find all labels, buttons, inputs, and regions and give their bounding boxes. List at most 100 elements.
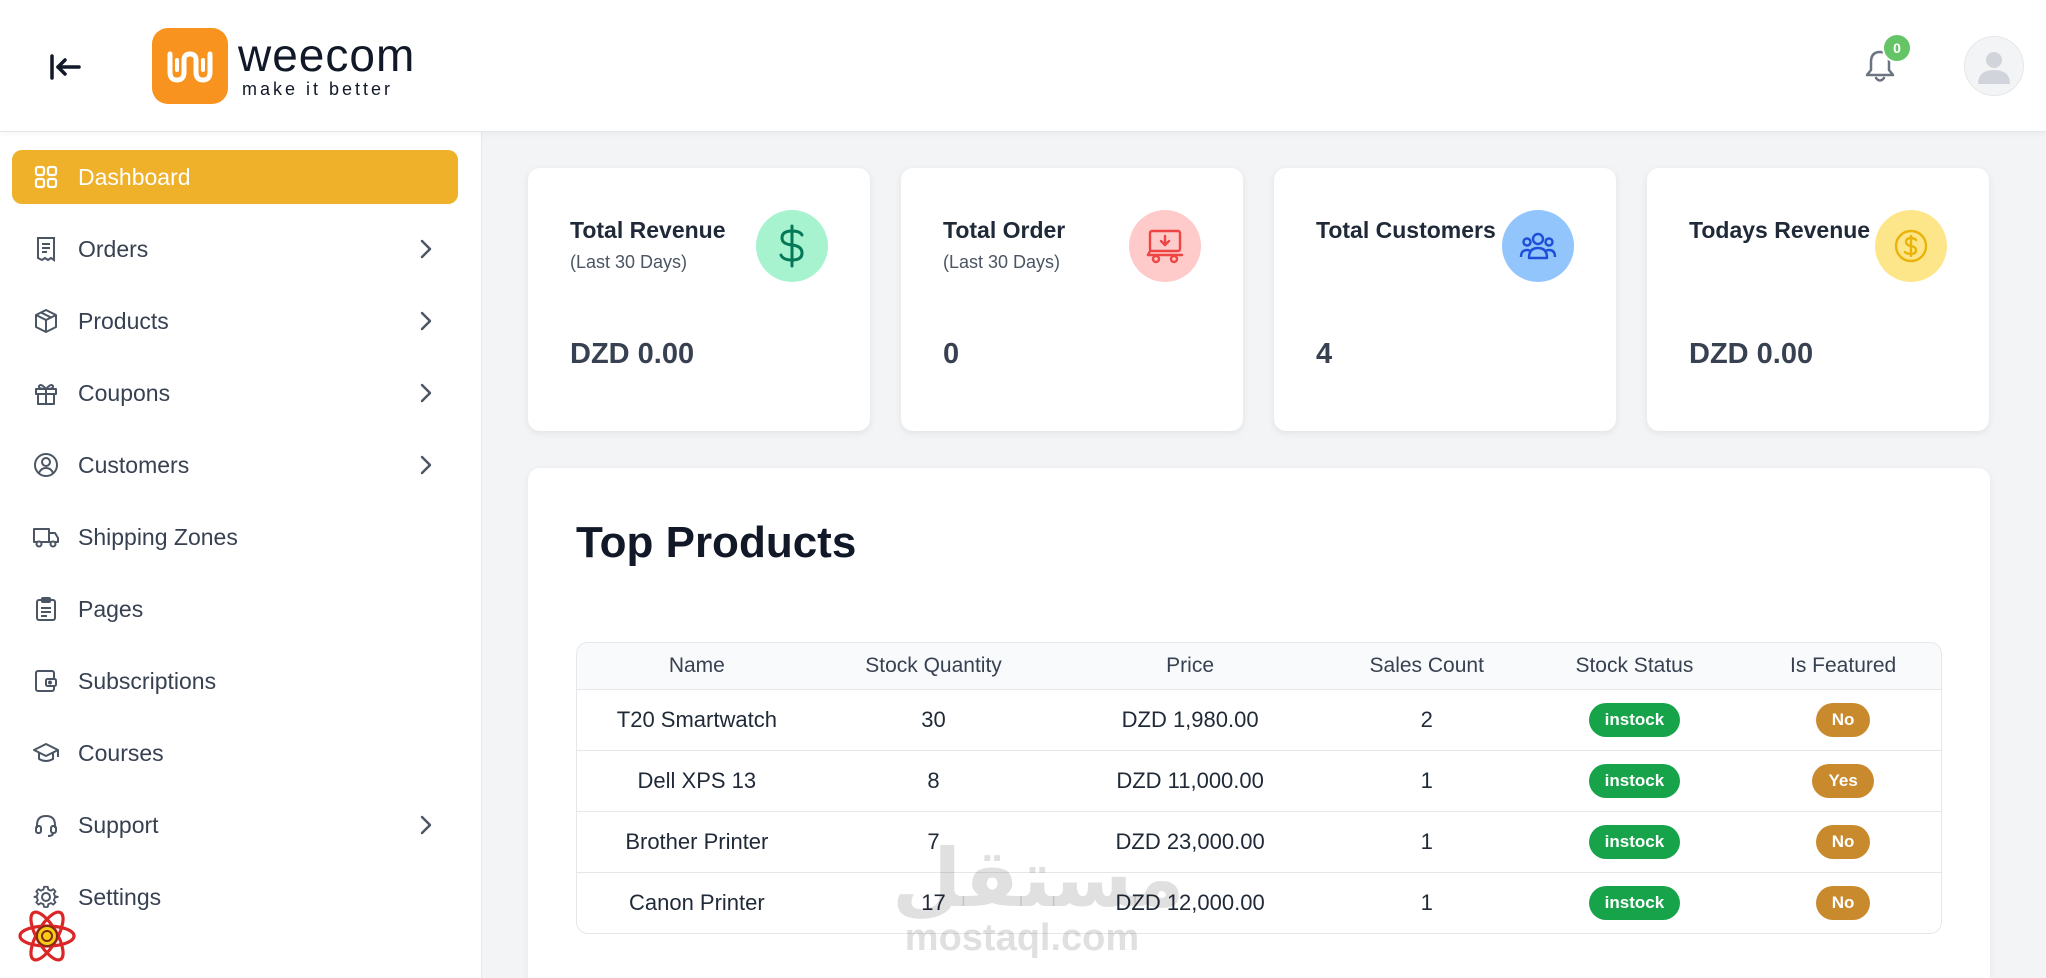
top-products-table: Name Stock Quantity Price Sales Count St… <box>576 642 1942 934</box>
column-header: Stock Status <box>1523 643 1746 690</box>
arrow-left-to-line-icon <box>50 54 81 80</box>
graduation-cap-icon <box>32 739 60 767</box>
stock-status-badge: instock <box>1588 885 1681 920</box>
clipboard-icon <box>32 595 60 623</box>
receipt-icon <box>32 235 60 263</box>
sidebar-item-settings[interactable]: Settings <box>12 870 458 924</box>
user-avatar[interactable] <box>1964 36 2024 96</box>
stat-value: 4 <box>1316 338 1333 370</box>
sidebar-item-label: Courses <box>78 739 164 766</box>
table-row[interactable]: Dell XPS 13 8 DZD 11,000.00 1 instock Ye… <box>577 750 1941 811</box>
chevron-right-icon <box>420 239 432 259</box>
sales-count: 2 <box>1420 706 1433 732</box>
sidebar-item-dashboard[interactable]: Dashboard <box>12 150 458 204</box>
top-products-panel: Top Products Name Stock Quantity Price S… <box>528 468 1990 978</box>
truck-icon <box>32 523 60 551</box>
sidebar-item-label: Shipping Zones <box>78 523 238 550</box>
price: DZD 12,000.00 <box>1115 889 1265 915</box>
dashboard-grid-icon <box>32 163 60 191</box>
sales-count: 1 <box>1420 889 1433 915</box>
table-row[interactable]: Canon Printer 17 DZD 12,000.00 1 instock… <box>577 872 1941 933</box>
section-title: Top Products <box>576 518 857 567</box>
weecom-logo-icon <box>152 28 228 104</box>
collapse-sidebar-button[interactable] <box>44 46 86 88</box>
wallet-icon <box>32 667 60 695</box>
chevron-right-icon <box>420 455 432 475</box>
price: DZD 11,000.00 <box>1116 767 1264 793</box>
stat-value: DZD 0.00 <box>570 338 695 370</box>
sidebar-item-subscriptions[interactable]: Subscriptions <box>12 654 458 708</box>
featured-badge: No <box>1815 702 1871 737</box>
stat-subtitle: (Last 30 Days) <box>943 252 1061 272</box>
stat-title: Todays Revenue <box>1689 217 1871 243</box>
sidebar-item-label: Orders <box>78 235 149 262</box>
sidebar-item-coupons[interactable]: Coupons <box>12 366 458 420</box>
sidebar-item-support[interactable]: Support <box>12 798 458 852</box>
dollar-icon <box>756 210 828 282</box>
featured-badge: No <box>1815 885 1871 920</box>
product-name: Canon Printer <box>628 889 765 915</box>
column-header: Price <box>1050 643 1330 690</box>
sales-count: 1 <box>1420 767 1433 793</box>
stock-status-badge: instock <box>1588 824 1681 859</box>
table-header-row: Name Stock Quantity Price Sales Count St… <box>577 643 1941 690</box>
react-devtools-icon[interactable] <box>16 905 78 967</box>
user-circle-icon <box>32 451 60 479</box>
user-silhouette-icon <box>1978 52 2010 84</box>
stat-title: Total Customers <box>1316 217 1496 243</box>
stat-title: Total Order <box>943 217 1066 243</box>
package-icon <box>32 307 60 335</box>
brand-name: weecom <box>238 28 416 81</box>
stock-status-badge: instock <box>1588 763 1681 798</box>
chevron-right-icon <box>420 815 432 835</box>
column-header: Sales Count <box>1329 643 1524 690</box>
stock-status-badge: instock <box>1588 702 1681 737</box>
top-header: weecom make it better 0 <box>0 0 2046 132</box>
sidebar: Dashboard Orders Products Coupons Custom… <box>0 132 482 978</box>
sidebar-item-label: Support <box>78 811 159 838</box>
stat-value: DZD 0.00 <box>1689 338 1814 370</box>
sidebar-item-label: Products <box>78 307 169 334</box>
product-name: T20 Smartwatch <box>616 706 777 732</box>
stock-quantity: 7 <box>927 828 940 854</box>
price: DZD 23,000.00 <box>1115 828 1265 854</box>
stat-card-total-customers: Total Customers 4 <box>1274 168 1616 431</box>
sidebar-item-label: Dashboard <box>78 163 191 190</box>
sidebar-item-customers[interactable]: Customers <box>12 438 458 492</box>
featured-badge: No <box>1815 824 1871 859</box>
featured-badge: Yes <box>1812 763 1874 798</box>
notification-count-badge: 0 <box>1882 33 1912 63</box>
table-row[interactable]: Brother Printer 7 DZD 23,000.00 1 instoc… <box>577 811 1941 872</box>
sidebar-item-label: Coupons <box>78 379 171 406</box>
stock-quantity: 30 <box>921 706 946 732</box>
chevron-right-icon <box>420 311 432 331</box>
price: DZD 1,980.00 <box>1121 706 1259 732</box>
sidebar-item-shipping-zones[interactable]: Shipping Zones <box>12 510 458 564</box>
product-name: Brother Printer <box>625 828 769 854</box>
brand-tagline: make it better <box>242 78 394 99</box>
brand-logo[interactable]: weecom make it better <box>152 28 415 104</box>
stat-card-total-order: Total Order (Last 30 Days) 0 <box>901 168 1243 431</box>
stat-card-total-revenue: Total Revenue (Last 30 Days) DZD 0.00 <box>528 168 870 431</box>
column-header: Stock Quantity <box>816 643 1051 690</box>
cart-icon <box>1129 210 1201 282</box>
chevron-right-icon <box>420 383 432 403</box>
sidebar-item-pages[interactable]: Pages <box>12 582 458 636</box>
sidebar-item-orders[interactable]: Orders <box>12 222 458 276</box>
sidebar-item-products[interactable]: Products <box>12 294 458 348</box>
product-name: Dell XPS 13 <box>637 767 757 793</box>
sidebar-item-label: Subscriptions <box>78 667 217 694</box>
stat-card-todays-revenue: Todays Revenue DZD 0.00 <box>1647 168 1989 431</box>
coin-icon <box>1875 210 1947 282</box>
column-header: Name <box>577 643 817 690</box>
column-header: Is Featured <box>1745 643 1941 690</box>
stat-title: Total Revenue <box>570 217 726 243</box>
sidebar-item-courses[interactable]: Courses <box>12 726 458 780</box>
table-row[interactable]: T20 Smartwatch 30 DZD 1,980.00 2 instock… <box>577 689 1941 750</box>
gift-icon <box>32 379 60 407</box>
users-group-icon <box>1502 210 1574 282</box>
gear-icon <box>32 883 60 911</box>
stock-quantity: 8 <box>927 767 940 793</box>
stock-quantity: 17 <box>921 889 946 915</box>
headset-icon <box>32 811 60 839</box>
